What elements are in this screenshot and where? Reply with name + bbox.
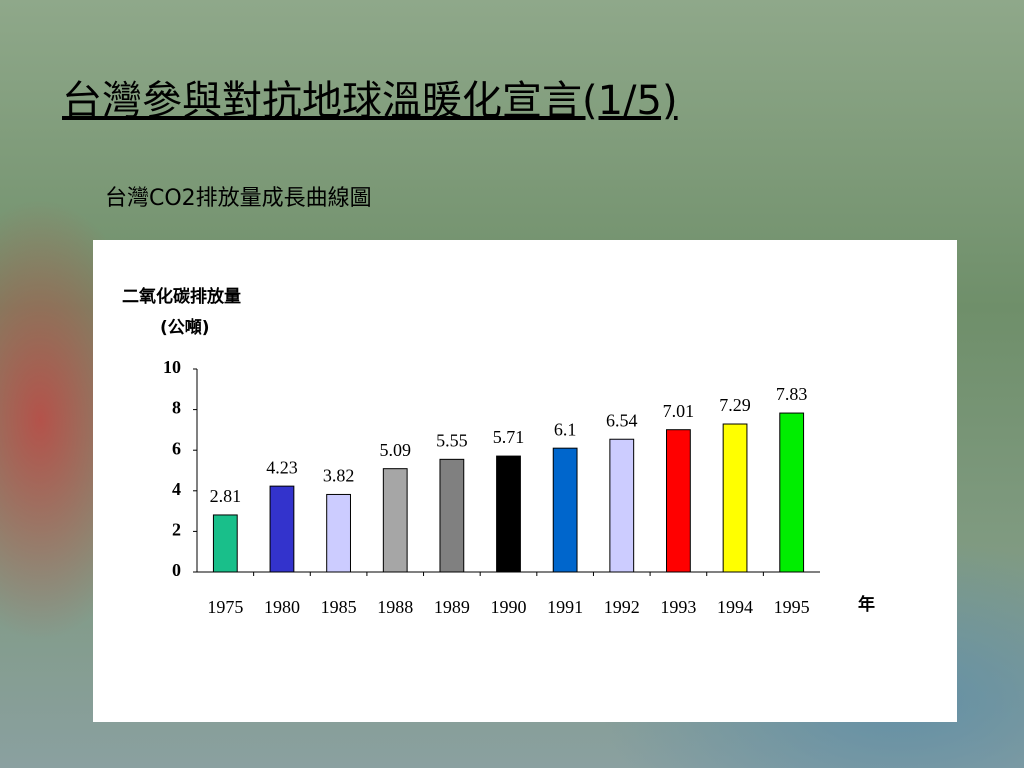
y-tick-label: 2	[172, 520, 181, 540]
bar	[496, 455, 521, 573]
bar	[552, 447, 578, 573]
data-label: 5.09	[379, 440, 411, 460]
x-tick-label: 1994	[717, 597, 753, 617]
x-tick-label: 1989	[434, 597, 470, 617]
x-tick-label: 1985	[321, 597, 357, 617]
data-label: 2.81	[210, 486, 242, 506]
data-label: 6.1	[554, 419, 577, 439]
slide-subtitle: 台灣CO2排放量成長曲線圖	[105, 186, 372, 211]
x-tick-label: 1988	[377, 597, 413, 617]
data-label: 6.54	[606, 410, 638, 430]
y-tick-label: 10	[163, 357, 181, 377]
x-tick-label: 1975	[207, 597, 243, 617]
data-label: 5.71	[493, 427, 525, 447]
y-tick-label: 8	[172, 398, 181, 418]
bar	[609, 438, 635, 573]
bar	[439, 458, 465, 573]
x-tick-label: 1990	[491, 597, 527, 617]
x-axis-label: 年	[858, 594, 875, 615]
data-label: 7.29	[719, 395, 751, 415]
data-label: 7.01	[663, 401, 695, 421]
data-label: 3.82	[323, 466, 355, 486]
data-label: 5.55	[436, 430, 468, 450]
data-label: 7.83	[776, 384, 808, 404]
bar	[269, 485, 295, 573]
y-axis-label: 二氧化碳排放量	[122, 286, 241, 307]
y-tick-label: 6	[172, 438, 181, 458]
data-label: 4.23	[266, 457, 298, 477]
x-tick-label: 1995	[774, 597, 810, 617]
bar	[212, 514, 238, 573]
x-tick-label: 1993	[660, 597, 696, 617]
x-tick-label: 1992	[604, 597, 640, 617]
bar	[666, 429, 691, 573]
x-tick-label: 1991	[547, 597, 583, 617]
chart-panel	[93, 240, 957, 722]
x-tick-label: 1980	[264, 597, 300, 617]
slide-title: 台灣參與對抗地球溫暖化宣言(1/5)	[62, 78, 678, 124]
bar	[382, 468, 408, 573]
y-tick-label: 0	[172, 560, 181, 580]
bar	[779, 412, 805, 573]
bar	[722, 423, 748, 573]
y-axis-unit: (公噸)	[160, 317, 210, 338]
y-tick-label: 4	[172, 479, 181, 499]
bar	[326, 493, 351, 573]
